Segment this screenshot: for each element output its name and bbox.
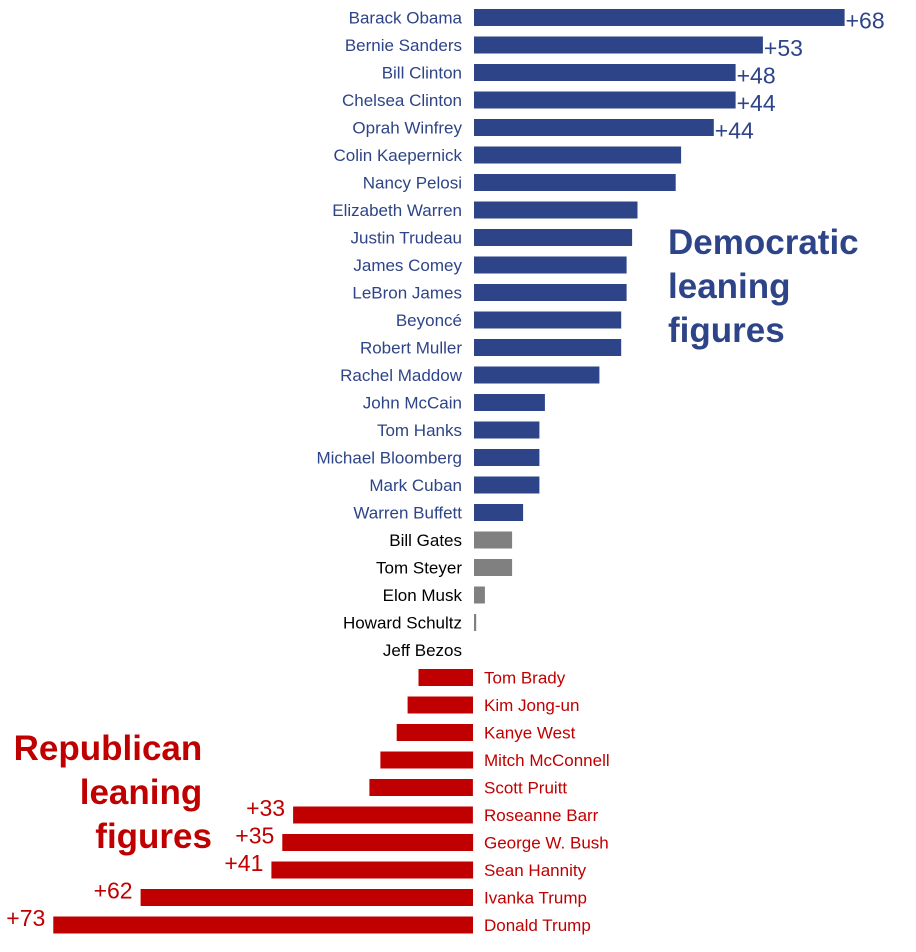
bar-kanye-west — [396, 724, 473, 741]
bar-james-comey — [474, 256, 627, 274]
label-tom-steyer: Tom Steyer — [376, 559, 462, 578]
bar-rachel-maddow — [474, 366, 600, 384]
bar-mark-cuban — [474, 476, 540, 494]
label-colin-kaepernick: Colin Kaepernick — [333, 146, 462, 165]
bar-robert-muller — [474, 339, 622, 356]
label-michael-bloomberg: Michael Bloomberg — [316, 449, 462, 468]
value-label-barack-obama: +68 — [846, 8, 885, 34]
label-james-comey: James Comey — [353, 256, 462, 275]
label-kim-jong-un: Kim Jong-un — [484, 696, 579, 715]
bars-layer — [53, 9, 845, 934]
label-rachel-maddow: Rachel Maddow — [340, 366, 463, 385]
value-label-bernie-sanders: +53 — [764, 35, 803, 61]
bar-barack-obama — [474, 9, 845, 26]
bar-john-mccain — [474, 394, 545, 411]
label-ivanka-trump: Ivanka Trump — [484, 889, 587, 908]
bar-george-w-bush — [282, 834, 474, 851]
bar-colin-kaepernick — [474, 146, 682, 164]
bar-tom-brady — [418, 669, 473, 686]
label-tom-brady: Tom Brady — [484, 669, 566, 688]
label-howard-schultz: Howard Schultz — [343, 614, 462, 633]
label-george-w-bush: George W. Bush — [484, 834, 609, 853]
label-donald-trump: Donald Trump — [484, 916, 591, 935]
value-label-bill-clinton: +48 — [737, 63, 776, 89]
bar-scott-pruitt — [369, 779, 473, 796]
bar-oprah-winfrey — [474, 119, 714, 136]
republican-annotation-line-3: figures — [95, 817, 212, 856]
bar-mitch-mcconnell — [380, 751, 474, 769]
republican-annotation-line-2: leaning — [80, 773, 203, 812]
label-warren-buffett: Warren Buffett — [353, 504, 462, 523]
label-justin-trudeau: Justin Trudeau — [350, 229, 462, 248]
label-scott-pruitt: Scott Pruitt — [484, 779, 567, 798]
bar-michael-bloomberg — [474, 449, 540, 466]
bar-tom-hanks — [474, 421, 540, 439]
label-elon-musk: Elon Musk — [383, 586, 463, 605]
bar-ivanka-trump — [140, 889, 473, 906]
label-lebron-james: LeBron James — [352, 284, 462, 303]
bar-tom-steyer — [474, 559, 513, 576]
value-label-oprah-winfrey: +44 — [715, 118, 754, 144]
value-label-roseanne-barr: +33 — [246, 795, 285, 821]
label-tom-hanks: Tom Hanks — [377, 421, 462, 440]
label-roseanne-barr: Roseanne Barr — [484, 806, 599, 825]
label-john-mccain: John McCain — [363, 394, 462, 413]
value-label-george-w-bush: +35 — [235, 823, 274, 849]
bar-justin-trudeau — [474, 229, 633, 246]
democratic-annotation: Democratic leaning figures — [668, 223, 868, 350]
value-label-donald-trump: +73 — [6, 905, 45, 931]
label-barack-obama: Barack Obama — [349, 9, 463, 28]
republican-annotation: Republican leaning figures — [14, 729, 212, 856]
label-kanye-west: Kanye West — [484, 724, 576, 743]
label-bernie-sanders: Bernie Sanders — [345, 36, 462, 55]
bar-bill-clinton — [474, 64, 736, 81]
bar-warren-buffett — [474, 504, 524, 521]
label-beyonce: Beyoncé — [396, 311, 462, 330]
label-oprah-winfrey: Oprah Winfrey — [352, 119, 462, 138]
democratic-annotation-line-3: figures — [668, 311, 785, 350]
democratic-annotation-line-2: leaning — [668, 267, 791, 306]
bar-roseanne-barr — [293, 806, 473, 824]
value-label-ivanka-trump: +62 — [94, 878, 133, 904]
label-mitch-mcconnell: Mitch McConnell — [484, 751, 610, 770]
bar-sean-hannity — [271, 861, 474, 879]
label-sean-hannity: Sean Hannity — [484, 861, 587, 880]
label-chelsea-clinton: Chelsea Clinton — [342, 91, 462, 110]
label-elizabeth-warren: Elizabeth Warren — [332, 201, 462, 220]
republican-annotation-line-1: Republican — [14, 729, 203, 768]
bar-donald-trump — [53, 916, 474, 934]
value-label-sean-hannity: +41 — [224, 850, 263, 876]
label-robert-muller: Robert Muller — [360, 339, 462, 358]
bar-lebron-james — [474, 284, 627, 301]
bar-bill-gates — [474, 531, 513, 549]
bar-nancy-pelosi — [474, 174, 676, 191]
bar-chelsea-clinton — [474, 91, 736, 109]
bar-elizabeth-warren — [474, 201, 638, 219]
label-bill-gates: Bill Gates — [389, 531, 462, 550]
label-jeff-bezos: Jeff Bezos — [383, 641, 462, 660]
democratic-annotation-line-1: Democratic — [668, 223, 859, 262]
bar-bernie-sanders — [474, 36, 763, 54]
bar-beyonce — [474, 311, 622, 329]
labels-layer: Barack Obama +68 Bernie Sanders +53 Bill Cli… — [6, 8, 884, 936]
bar-howard-schultz — [474, 614, 477, 631]
bar-elon-musk — [474, 586, 485, 604]
label-bill-clinton: Bill Clinton — [382, 64, 462, 83]
label-mark-cuban: Mark Cuban — [369, 476, 462, 495]
bar-kim-jong-un — [407, 696, 473, 714]
value-label-chelsea-clinton: +44 — [737, 90, 776, 116]
label-nancy-pelosi: Nancy Pelosi — [363, 174, 462, 193]
